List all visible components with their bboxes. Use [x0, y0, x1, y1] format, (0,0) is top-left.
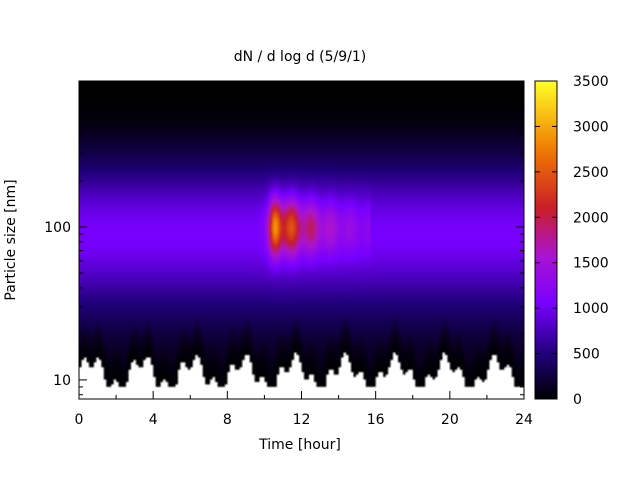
colorbar-axis: 0 500 1000 1500 2000 2500 3000 3500: [535, 74, 609, 408]
y-axis-label: Particle size [nm]: [3, 179, 19, 300]
plot-area: [79, 81, 524, 399]
y-tick-label: 100: [44, 220, 71, 236]
y-axis: 10 100: [44, 88, 524, 396]
colorbar-tick-label: 3000: [573, 119, 609, 135]
colorbar-tick-label: 0: [573, 392, 582, 408]
chart-title: dN / d log d (5/9/1): [234, 49, 367, 65]
colorbar-tick-label: 2500: [573, 165, 609, 181]
colorbar: [534, 80, 558, 400]
x-tick-label: 20: [441, 412, 459, 428]
x-tick-label: 24: [515, 412, 533, 428]
colorbar-tick-label: 500: [573, 347, 600, 363]
heatmap-image: [79, 81, 524, 399]
colorbar-tick-label: 1000: [573, 301, 609, 317]
x-tick-label: 12: [293, 412, 311, 428]
x-tick-label: 16: [367, 412, 385, 428]
colorbar-tick-label: 3500: [573, 74, 609, 90]
colorbar-tick-label: 2000: [573, 210, 609, 226]
x-tick-label: 4: [149, 412, 158, 428]
x-tick-label: 8: [223, 412, 232, 428]
x-axis-label: Time [hour]: [258, 437, 341, 453]
x-tick-label: 0: [75, 412, 84, 428]
x-axis: 0 4 8 12 16 20 24: [75, 81, 533, 428]
colorbar-tick-label: 1500: [573, 256, 609, 272]
y-tick-label: 10: [53, 373, 71, 389]
